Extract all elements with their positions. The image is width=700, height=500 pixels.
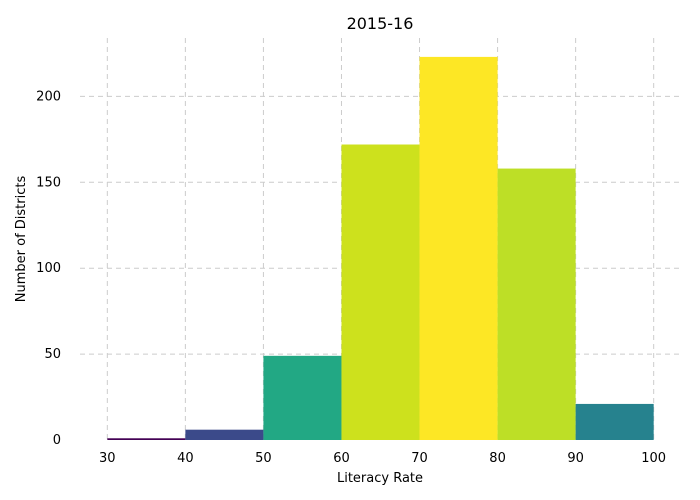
bar-30-40 [107,438,186,440]
bars [107,56,654,441]
y-tick-label-4: 200 [36,89,61,104]
bar-80-90 [497,168,576,441]
x-axis-label: Literacy Rate [337,471,423,486]
x-tick-label-4: 70 [411,451,428,466]
y-tick-label-2: 100 [36,261,61,276]
x-tick-label-7: 100 [641,451,666,466]
bar-40-50 [185,429,264,440]
y-axis-label: Number of Districts [14,176,29,303]
y-tick-label-1: 50 [44,347,61,362]
x-tick-label-1: 40 [177,451,194,466]
chart-title: 2015-16 [347,14,414,33]
x-tick-label-0: 30 [99,451,116,466]
x-tick-label-3: 60 [333,451,350,466]
bar-50-60 [263,355,342,440]
x-tick-labels: 30 40 50 60 70 80 90 100 [99,451,666,466]
x-tick-label-2: 50 [255,451,272,466]
y-tick-labels: 0 50 100 150 200 [36,89,61,448]
y-tick-label-0: 0 [53,433,61,448]
bar-60-70 [341,144,420,440]
bar-70-80 [419,56,498,441]
x-tick-label-5: 80 [489,451,506,466]
y-tick-label-3: 150 [36,175,61,190]
x-tick-label-6: 90 [567,451,584,466]
bar-90-100 [575,403,654,440]
